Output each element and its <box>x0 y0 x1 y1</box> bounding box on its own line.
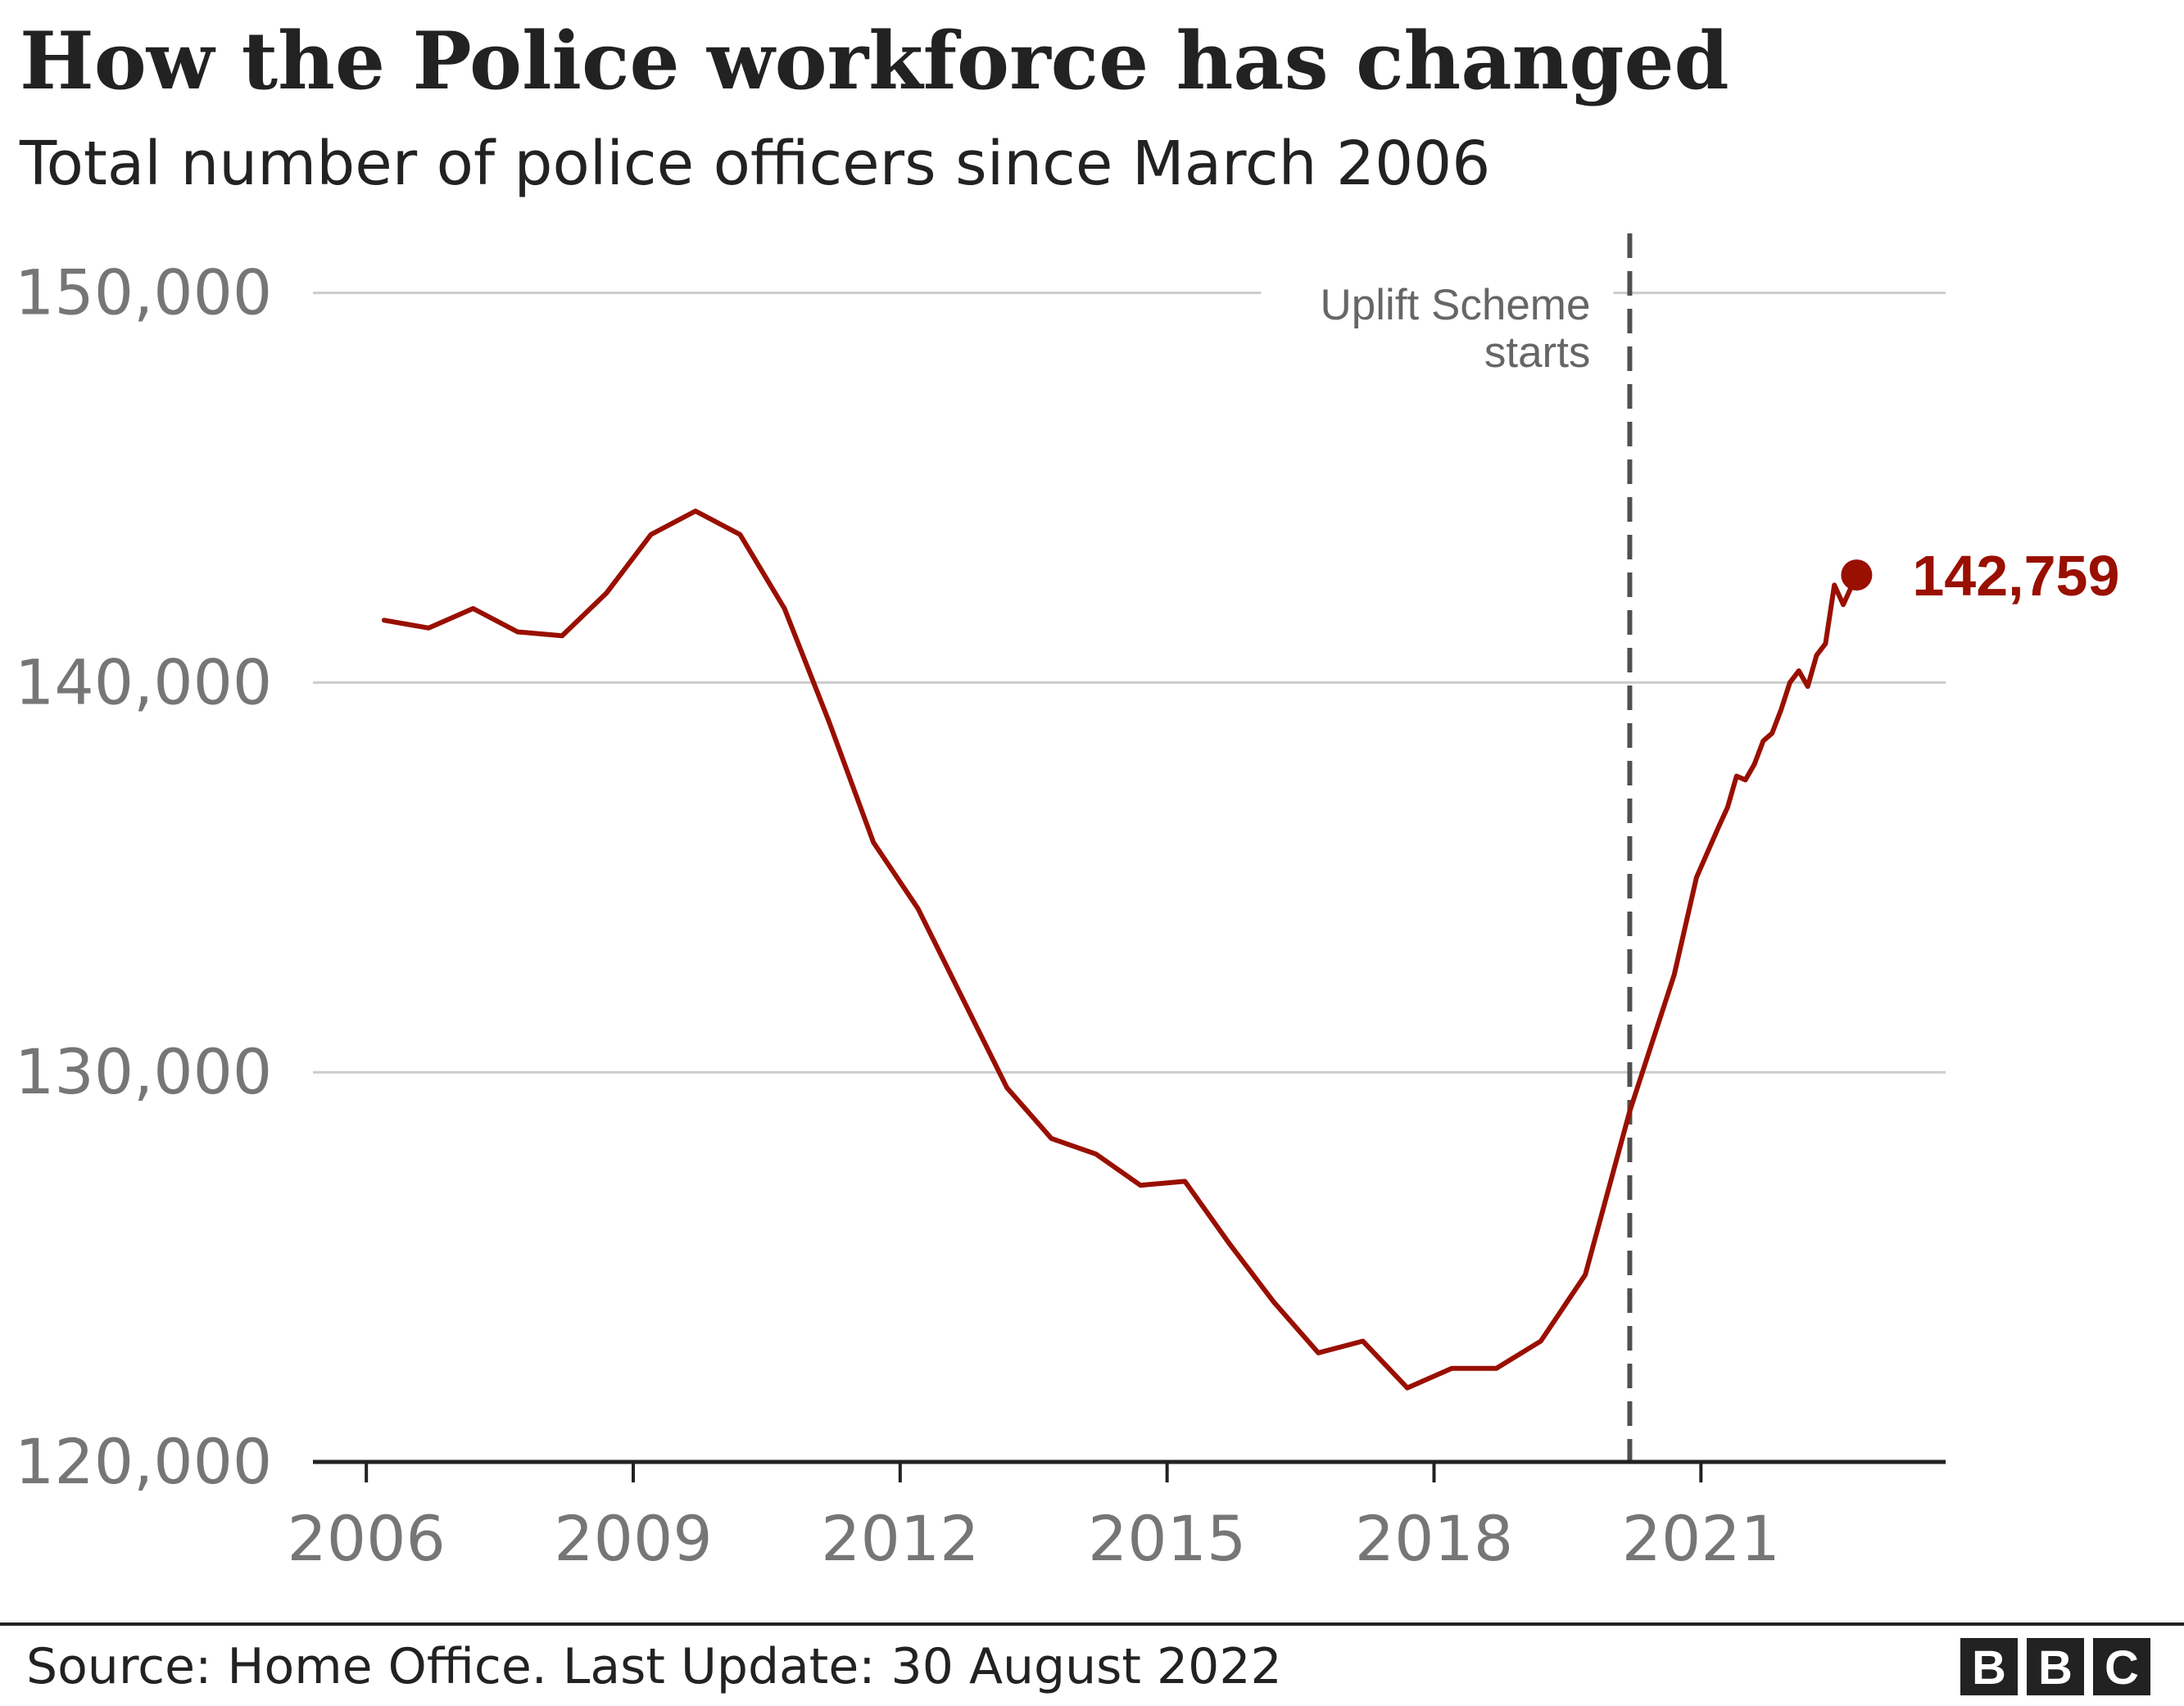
y-tick-label: 150,000 <box>15 256 272 329</box>
x-tick-label: 2009 <box>554 1502 712 1575</box>
y-tick-label: 120,000 <box>15 1425 272 1498</box>
uplift-annotation-background <box>1261 274 1614 381</box>
x-tick-label: 2021 <box>1622 1502 1780 1575</box>
y-axis-ticks: 120,000 130,000 140,000 150,000 <box>15 256 272 1498</box>
series-line <box>381 509 1860 1391</box>
source-text: Source: Home Office. Last Update: 30 Aug… <box>26 1638 1282 1695</box>
x-tick-label: 2006 <box>287 1502 445 1575</box>
x-tick-label: 2018 <box>1355 1502 1513 1575</box>
chart-title: How the Police workforce has changed <box>20 15 1729 107</box>
y-tick-label: 130,000 <box>15 1035 272 1108</box>
x-tick-label: 2012 <box>821 1502 979 1575</box>
y-tick-label: 140,000 <box>15 645 272 718</box>
chart-subtitle: Total number of police officers since Ma… <box>19 129 1490 199</box>
bbc-logo-letter-3: C <box>2105 1641 2139 1695</box>
x-tick-label: 2015 <box>1088 1502 1246 1575</box>
uplift-annotation-line2: starts <box>1484 328 1591 377</box>
bbc-logo-letter-1: B <box>1972 1641 2006 1695</box>
uplift-annotation-line1: Uplift Scheme <box>1321 281 1591 329</box>
bbc-logo: B B C <box>1960 1638 2150 1695</box>
x-axis-ticks: 2006 2009 2012 2015 2018 2021 <box>287 1462 1780 1575</box>
end-point-label: 142,759 <box>1912 544 2119 608</box>
gridlines <box>313 292 1946 1074</box>
bbc-logo-letter-2: B <box>2038 1641 2073 1695</box>
end-point-marker <box>1841 559 1873 591</box>
